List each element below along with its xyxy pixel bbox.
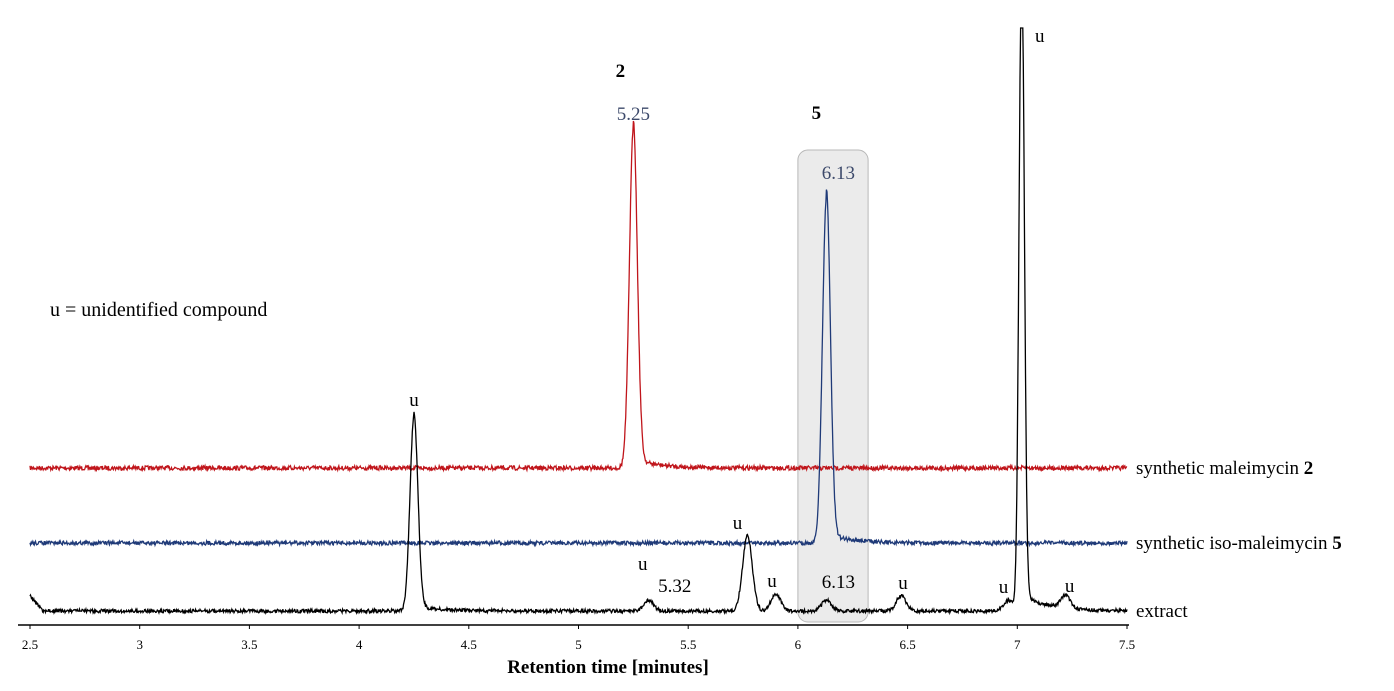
x-axis: 2.5 3 3.5 4 4.5 5 5.5 6 6.5 7 7.5 — [18, 624, 1135, 652]
x-tick-label: 3 — [136, 637, 143, 652]
peak-label-u: u — [409, 390, 419, 411]
traces-layer — [29, 27, 1128, 616]
peak-rt-label: 6.13 — [822, 572, 855, 593]
x-tick-label: 5.5 — [680, 637, 696, 652]
x-tick-label: 7.5 — [1119, 637, 1135, 652]
highlight-box — [797, 149, 869, 623]
peak-label-u: u — [898, 573, 908, 594]
peak-label-u: u — [1065, 576, 1075, 597]
series-label: synthetic iso-maleimycin 5 — [1136, 533, 1342, 554]
series-label-compound: 2 — [1299, 458, 1313, 479]
x-tick-label: 4 — [356, 637, 363, 652]
x-tick-label: 7 — [1014, 637, 1021, 652]
highlight-box-layer — [797, 149, 869, 623]
x-tick-label: 3.5 — [241, 637, 257, 652]
peak-label-u: u — [999, 577, 1009, 598]
x-axis-title: Retention time [minutes] — [507, 657, 709, 678]
x-tick-label: 2.5 — [22, 637, 38, 652]
peak-label-u: u — [733, 513, 743, 534]
peak-label-u: u — [638, 554, 648, 575]
compound-label: 5 — [812, 103, 822, 124]
legend-note: u = unidentified compound — [50, 299, 267, 321]
x-tick-label: 6 — [795, 637, 802, 652]
series-label: synthetic maleimycin 2 — [1136, 458, 1313, 479]
x-tick-label: 5 — [575, 637, 582, 652]
peak-label-u: u — [1035, 26, 1045, 47]
trace-maleimycin — [29, 120, 1128, 473]
series-label-compound: 5 — [1328, 533, 1342, 554]
series-label: extract — [1136, 601, 1188, 622]
annotations-layer: synthetic maleimycin 2 synthetic iso-male… — [409, 26, 1342, 622]
peak-rt-label: 5.25 — [617, 104, 650, 125]
peak-rt-label: 6.13 — [822, 163, 855, 184]
peak-label-u: u — [767, 571, 777, 592]
x-tick-label: 6.5 — [899, 637, 915, 652]
trace-extract — [29, 27, 1128, 616]
x-tick-label: 4.5 — [461, 637, 477, 652]
peak-rt-label: 5.32 — [658, 576, 691, 597]
trace-iso-maleimycin — [29, 189, 1128, 548]
compound-label: 2 — [616, 61, 626, 82]
